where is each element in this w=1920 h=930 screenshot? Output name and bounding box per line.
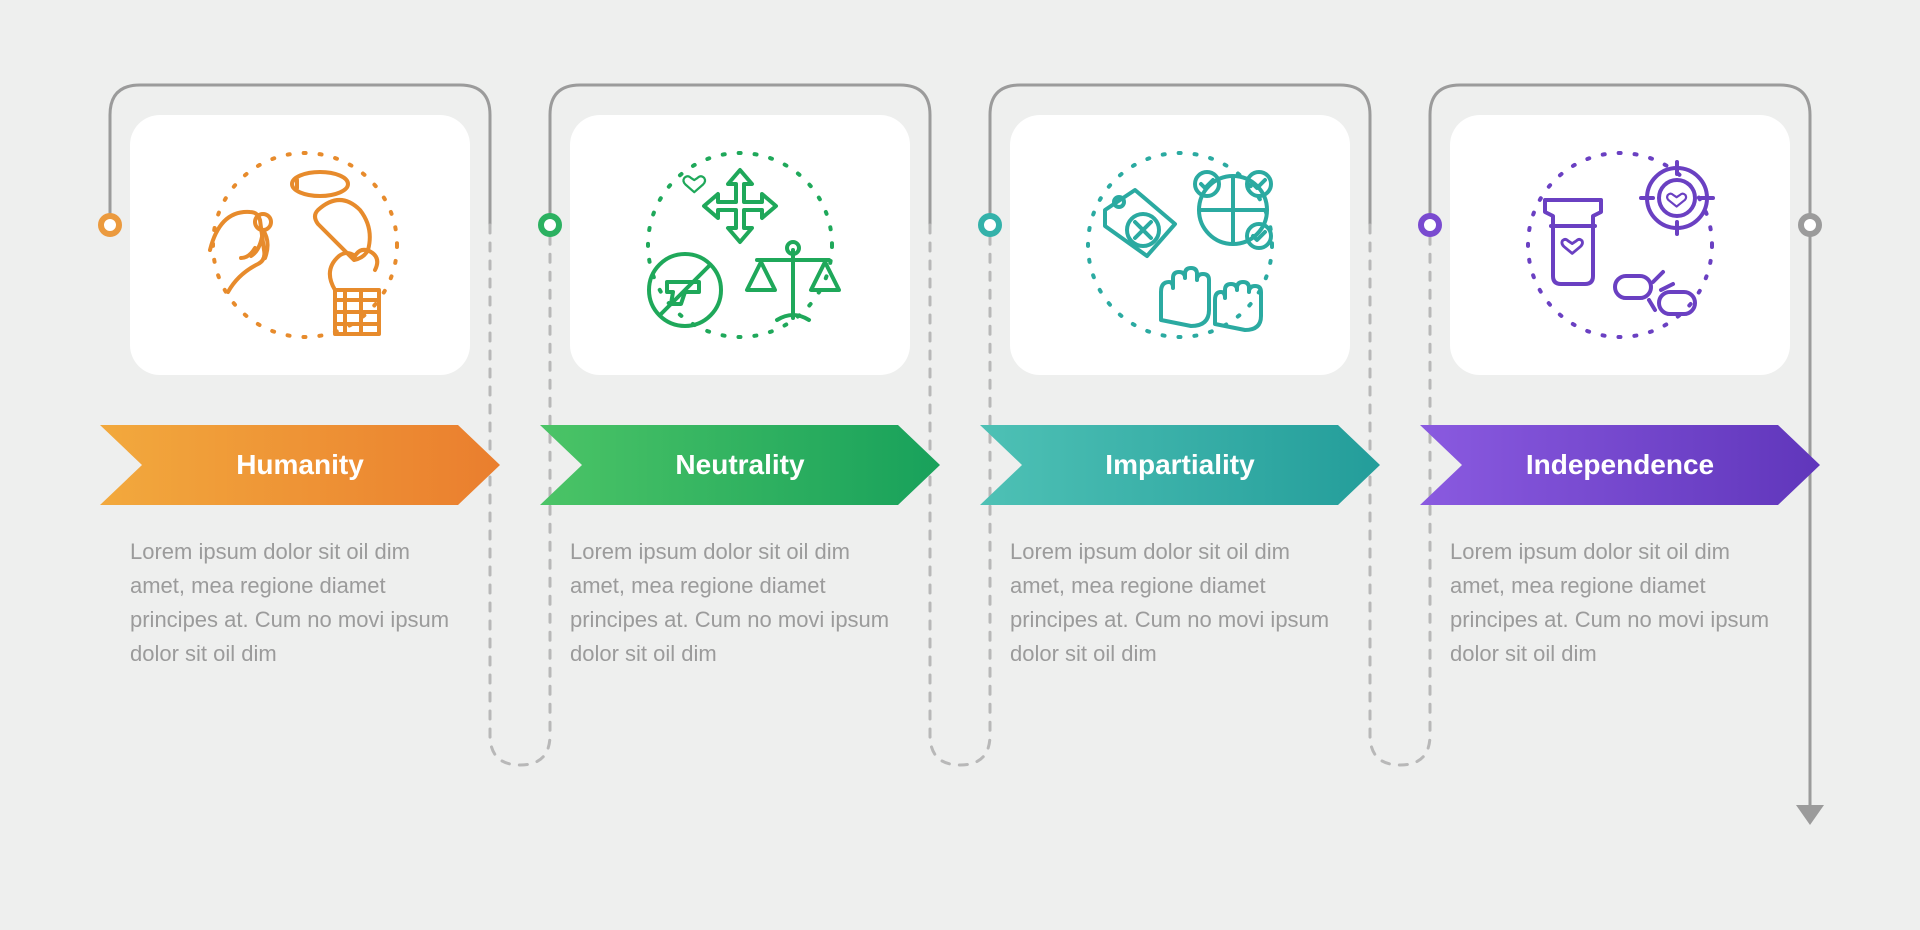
- step-2-arrow: Neutrality: [540, 425, 940, 505]
- humanity-icon: [185, 140, 415, 350]
- step-1-label: Humanity: [236, 449, 364, 481]
- connector-dot: [978, 213, 1002, 237]
- step-3-label: Impartiality: [1105, 449, 1254, 481]
- columns: Humanity Lorem ipsum dolor sit oil dim a…: [80, 65, 1840, 671]
- connector-dot: [98, 213, 122, 237]
- step-2-label: Neutrality: [675, 449, 804, 481]
- step-4-label: Independence: [1526, 449, 1714, 481]
- connector-dot: [1798, 213, 1822, 237]
- impartiality-icon: [1065, 140, 1295, 350]
- step-4-desc: Lorem ipsum dolor sit oil dim amet, mea …: [1440, 535, 1800, 671]
- step-4: Independence Lorem ipsum dolor sit oil d…: [1420, 115, 1820, 671]
- step-2-desc: Lorem ipsum dolor sit oil dim amet, mea …: [560, 535, 920, 671]
- connector-dot: [1418, 213, 1442, 237]
- step-4-arrow: Independence: [1420, 425, 1820, 505]
- step-3-desc: Lorem ipsum dolor sit oil dim amet, mea …: [1000, 535, 1360, 671]
- step-2-card: [570, 115, 910, 375]
- infographic-stage: Humanity Lorem ipsum dolor sit oil dim a…: [80, 65, 1840, 865]
- step-2: Neutrality Lorem ipsum dolor sit oil dim…: [540, 115, 940, 671]
- step-3-card: [1010, 115, 1350, 375]
- end-arrowhead: [1796, 805, 1824, 825]
- step-1-card: [130, 115, 470, 375]
- step-3-arrow: Impartiality: [980, 425, 1380, 505]
- connector-dot: [538, 213, 562, 237]
- step-3: Impartiality Lorem ipsum dolor sit oil d…: [980, 115, 1380, 671]
- neutrality-icon: [625, 140, 855, 350]
- step-1: Humanity Lorem ipsum dolor sit oil dim a…: [100, 115, 500, 671]
- independence-icon: [1505, 140, 1735, 350]
- step-1-arrow: Humanity: [100, 425, 500, 505]
- step-1-desc: Lorem ipsum dolor sit oil dim amet, mea …: [120, 535, 480, 671]
- step-4-card: [1450, 115, 1790, 375]
